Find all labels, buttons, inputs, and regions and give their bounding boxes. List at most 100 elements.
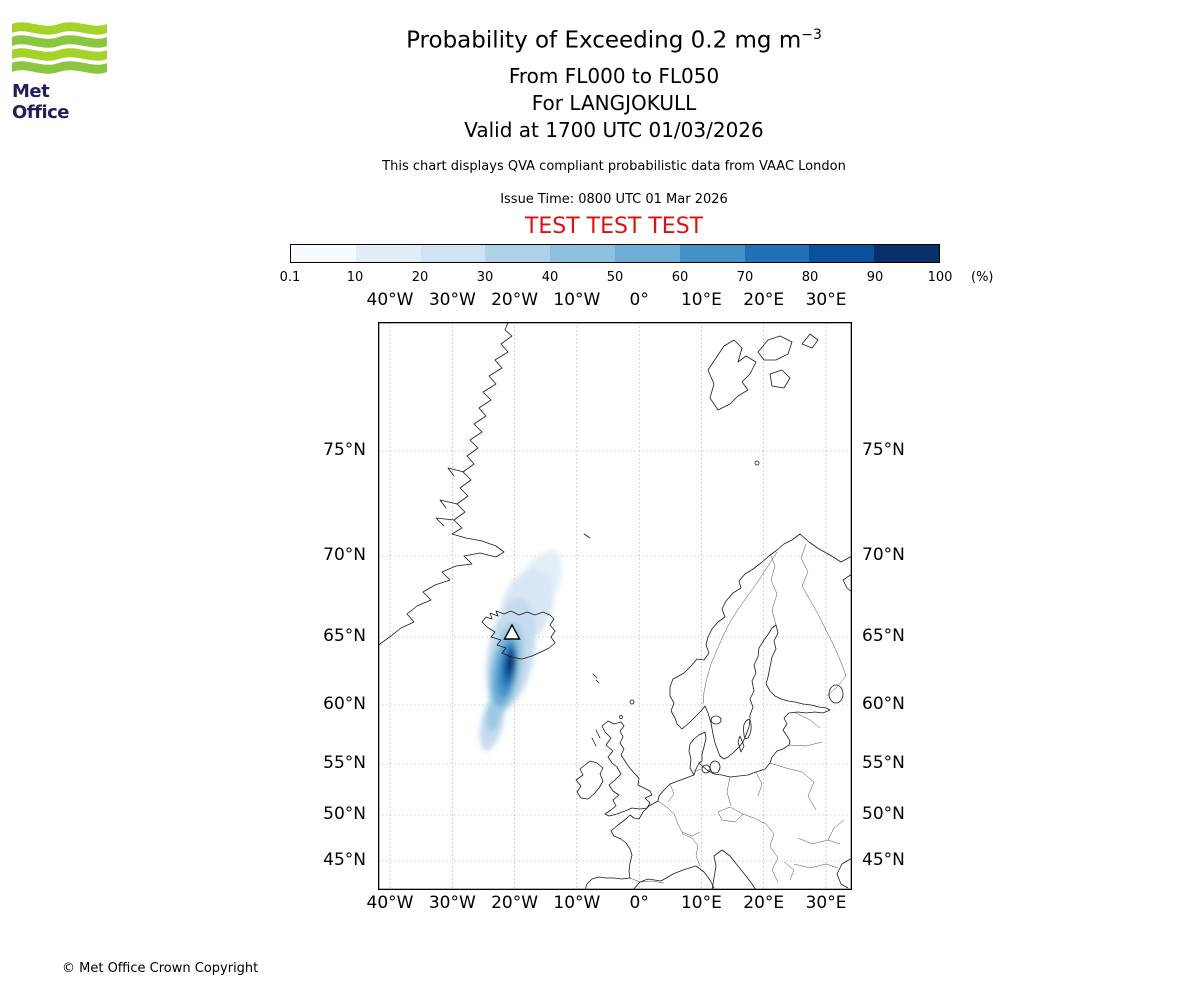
colorbar-segment: [679, 245, 745, 262]
lat-tick-label: 65°N: [862, 626, 905, 646]
volcano-marker: [503, 623, 521, 640]
coastline-black-sea: [836, 857, 852, 889]
border-balkans-2: [783, 861, 795, 881]
white-sea-inlet: [842, 573, 852, 593]
colorbar-tick-label: 40: [541, 270, 559, 285]
lon-tick-label: 10°W: [553, 893, 601, 913]
border-belgium-france-germany: [657, 800, 684, 835]
border-bulgaria: [793, 863, 839, 869]
volcano-name: For LANGJOKULL: [531, 91, 697, 115]
lat-tick-label: 45°N: [862, 850, 905, 870]
lon-tick-label: 30°W: [428, 290, 476, 310]
colorbar-segment: [485, 245, 551, 262]
colorbar-segment: [744, 245, 810, 262]
colorbar-segment: [614, 245, 680, 262]
colorbar-ticks: 0.1 10 20 30 40 50 60 70 80 90 100: [280, 270, 953, 286]
shetland-islands: [629, 699, 635, 705]
colorbar-tick-label: 20: [411, 270, 429, 285]
border-czechia: [717, 806, 744, 823]
lon-tick-label: 10°W: [553, 290, 601, 310]
greenland-fjord-2: [439, 499, 458, 509]
colorbar-tick-label: 80: [801, 270, 819, 285]
lon-tick-label: 20°E: [743, 290, 785, 310]
colorbar-tick-label: 70: [736, 270, 754, 285]
danish-island-zealand: [709, 760, 721, 774]
coastlines: [378, 322, 852, 890]
border-baltic-states-1: [793, 711, 821, 729]
map-lat-labels-right: 75°N 70°N 65°N 60°N 55°N 50°N 45°N: [856, 322, 936, 890]
border-romania-north: [797, 837, 841, 845]
map-grid: [378, 322, 852, 890]
lon-tick-label: 20°E: [743, 893, 785, 913]
island-gotland: [742, 719, 752, 739]
map-lon-labels-bottom: 40°W 30°W 20°W 10°W 0° 10°E 20°E 30°E: [367, 893, 852, 915]
lake-vanern: [710, 715, 722, 725]
jan-mayen-island: [583, 533, 591, 539]
colorbar-tick-label: 10: [346, 270, 364, 285]
coastline-mediterranean: [632, 865, 715, 890]
ash-plume: [479, 550, 562, 751]
colorbar-segments: [290, 244, 940, 263]
chart-title-superscript: −3: [801, 27, 822, 43]
map-lon-labels-top: 40°W 30°W 20°W 10°W 0° 10°E 20°E 30°E: [367, 290, 852, 312]
hebrides-islands: [591, 729, 601, 747]
border-norway-sweden: [702, 551, 778, 705]
lat-tick-label: 75°N: [862, 440, 905, 460]
greenland-fjord-1: [447, 467, 465, 477]
lat-tick-label: 50°N: [862, 804, 905, 824]
chart-description: This chart displays QVA compliant probab…: [382, 159, 846, 174]
coastline-svalbard-nordaustlandet: [757, 335, 793, 361]
met-office-logo-text: Met Office: [12, 81, 70, 123]
lon-tick-label: 30°E: [805, 893, 847, 913]
lon-tick-label: 30°W: [428, 893, 476, 913]
country-borders: [629, 543, 847, 884]
border-france-italy-alps: [682, 833, 701, 867]
coastline-svalbard-edgeoya: [769, 369, 791, 389]
met-office-logo: Met Office: [12, 16, 110, 123]
chart-title-text: Probability of Exceeding 0.2 mg m: [406, 27, 802, 54]
colorbar: 0.1 10 20 30 40 50 60 70 80 90 100 (%): [280, 244, 1010, 290]
lon-tick-label: 0°: [629, 893, 649, 913]
colorbar-tick-label: 50: [606, 270, 624, 285]
valid-time: Valid at 1700 UTC 01/03/2026: [464, 118, 764, 142]
coastline-adriatic: [711, 849, 757, 890]
lon-tick-label: 30°E: [805, 290, 847, 310]
border-balkans-1: [769, 845, 779, 883]
colorbar-tick-label: 30: [476, 270, 494, 285]
island-oland: [737, 735, 745, 753]
lat-tick-label: 75°N: [323, 440, 366, 460]
coastline-jutland: [688, 731, 707, 776]
colorbar-segment: [809, 245, 875, 262]
colorbar-segment: [550, 245, 615, 262]
lat-tick-label: 50°N: [323, 804, 366, 824]
lon-tick-label: 0°: [629, 290, 649, 310]
lat-tick-label: 45°N: [323, 850, 366, 870]
border-switzerland: [681, 831, 701, 837]
border-pyrenees: [629, 877, 665, 884]
colorbar-tick-label: 100: [927, 270, 953, 285]
coastline-britain: [601, 720, 653, 817]
map-lat-labels-left: 75°N 70°N 65°N 60°N 55°N 50°N 45°N: [290, 322, 370, 890]
border-germany-poland: [726, 776, 732, 807]
lat-tick-label: 60°N: [862, 694, 905, 714]
coastline-svalbard-spitsbergen: [707, 339, 757, 411]
coastline-north-sea-biscay: [584, 774, 695, 890]
svalbard-small-island: [801, 333, 819, 349]
border-germany-netherlands: [667, 783, 675, 803]
border-austria-hungary: [742, 813, 775, 847]
border-sweden-finland: [770, 555, 778, 626]
border-ukraine-romania: [827, 819, 845, 841]
lon-tick-label: 10°E: [680, 893, 722, 913]
lon-tick-label: 20°W: [491, 290, 539, 310]
border-ukraine-east: [801, 771, 817, 811]
lat-tick-label: 55°N: [862, 753, 905, 773]
colorbar-tick-label: 0.1: [279, 270, 301, 285]
flight-level-range: From FL000 to FL050: [508, 64, 720, 88]
lat-tick-label: 70°N: [862, 545, 905, 565]
lat-tick-label: 55°N: [323, 753, 366, 773]
colorbar-tick-label: 60: [671, 270, 689, 285]
coastline-greenland: [378, 322, 513, 647]
copyright: © Met Office Crown Copyright: [62, 961, 259, 976]
lat-tick-label: 60°N: [323, 694, 366, 714]
coastline-ireland: [575, 760, 604, 800]
